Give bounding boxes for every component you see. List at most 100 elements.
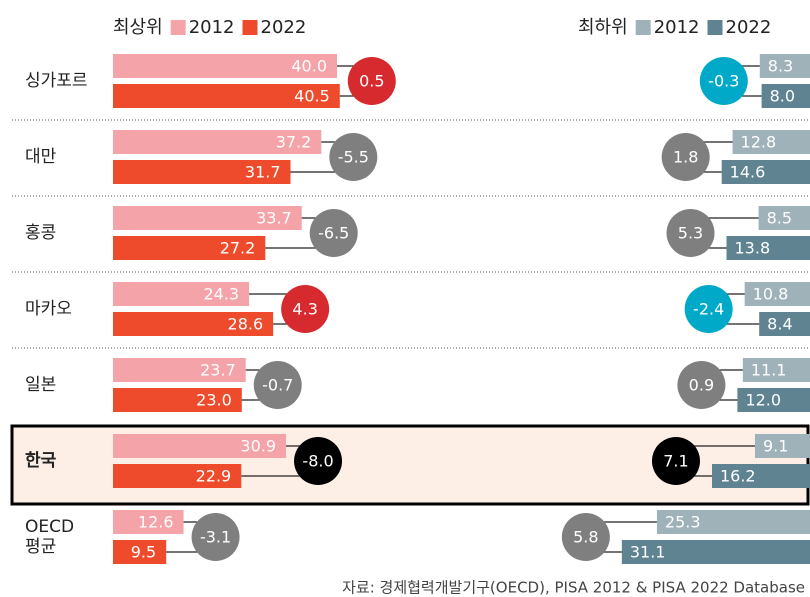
source: 자료: 경제협력개발기구(OECD), PISA 2012 & PISA 202… [342, 579, 805, 597]
change-circle [561, 513, 610, 561]
bar [758, 206, 810, 230]
bar-label: 16.2 [720, 467, 756, 486]
change-label: 5.3 [678, 224, 703, 243]
bar [113, 358, 246, 382]
bar [656, 510, 810, 534]
bar-label: 30.9 [240, 437, 276, 456]
change-label: 0.9 [689, 376, 714, 395]
legend-swatch [170, 20, 186, 35]
bar [721, 160, 810, 184]
bar [113, 130, 322, 154]
bar-label: 28.6 [228, 315, 264, 334]
change-label: -0.7 [262, 376, 293, 395]
bar [113, 388, 242, 412]
bar-label: 12.8 [741, 133, 777, 152]
bar [742, 358, 810, 382]
legend-title: 최상위 [113, 17, 163, 38]
change-circle [699, 57, 748, 105]
change-label: -3.1 [200, 528, 231, 547]
bar-label: 31.7 [245, 163, 281, 182]
bar-label: 40.5 [294, 87, 330, 106]
bar-label: 12.0 [745, 391, 781, 410]
change-label: 1.8 [673, 148, 698, 167]
bar [759, 312, 810, 336]
bar-label: 23.7 [200, 361, 236, 380]
bar-label: 22.9 [196, 467, 232, 486]
change-circle [309, 209, 358, 257]
category-label: 한국 [25, 451, 57, 471]
change-label: -0.3 [708, 72, 739, 91]
bar-label: 11.1 [751, 361, 787, 380]
bar [711, 464, 810, 488]
bar-label: 8.3 [768, 57, 793, 76]
bar [113, 540, 167, 564]
change-label: 0.5 [359, 72, 384, 91]
bar-label: 8.0 [770, 87, 795, 106]
bar-label: 23.0 [196, 391, 232, 410]
bar [759, 54, 810, 78]
legend-swatch [242, 20, 258, 35]
bar-label: 14.6 [730, 163, 766, 182]
bar [113, 160, 291, 184]
category-label: 일본 [25, 375, 57, 395]
category-label: 마카오 [25, 299, 72, 319]
category-label: 대만 [25, 147, 57, 167]
change-circle [294, 437, 343, 485]
bar [113, 464, 242, 488]
change-label: -5.5 [338, 148, 369, 167]
change-label: 4.3 [292, 300, 317, 319]
change-label: 7.1 [663, 452, 688, 471]
change-circle [684, 285, 733, 333]
bar [113, 54, 337, 78]
bar [113, 236, 266, 260]
change-label: -8.0 [302, 452, 333, 471]
change-circle [666, 209, 715, 257]
bar [113, 312, 274, 336]
category-label: 싱가포르 [25, 71, 88, 91]
change-circle [191, 513, 240, 561]
change-label: -2.4 [693, 300, 724, 319]
bar [113, 510, 184, 534]
bar-label: 8.4 [767, 315, 792, 334]
bar [113, 282, 250, 306]
bar-label: 12.6 [138, 513, 174, 532]
bar [737, 388, 810, 412]
bar [113, 206, 302, 230]
bar [113, 84, 340, 108]
bar [744, 282, 810, 306]
change-label: -6.5 [318, 224, 349, 243]
bar [621, 540, 810, 564]
bar [113, 434, 287, 458]
legend-label: 2022 [726, 17, 772, 38]
category-label: 홍콩 [25, 223, 57, 243]
change-circle [281, 285, 330, 333]
legend-label: 2012 [189, 17, 235, 38]
bar-label: 25.3 [665, 513, 701, 532]
bar-label: 27.2 [220, 239, 256, 258]
bar-label: 10.8 [753, 285, 789, 304]
change-circle [329, 133, 378, 181]
bar [726, 236, 810, 260]
bar-label: 24.3 [203, 285, 239, 304]
bar-label: 9.5 [131, 543, 156, 562]
bar [761, 84, 810, 108]
legend-title: 최하위 [578, 17, 628, 38]
change-circle [677, 361, 726, 409]
change-circle [347, 57, 396, 105]
bar-label: 40.0 [291, 57, 327, 76]
change-label: 5.8 [573, 528, 598, 547]
legend-swatch [635, 20, 651, 35]
bar [754, 434, 810, 458]
legend-label: 2022 [261, 17, 307, 38]
change-circle [253, 361, 302, 409]
bar-label: 31.1 [630, 543, 666, 562]
legend-label: 2012 [654, 17, 700, 38]
bar-label: 37.2 [276, 133, 312, 152]
change-circle [661, 133, 710, 181]
change-circle [651, 437, 700, 485]
bar-label: 13.8 [735, 239, 771, 258]
bar-label: 8.5 [767, 209, 792, 228]
legend-swatch [707, 20, 723, 35]
